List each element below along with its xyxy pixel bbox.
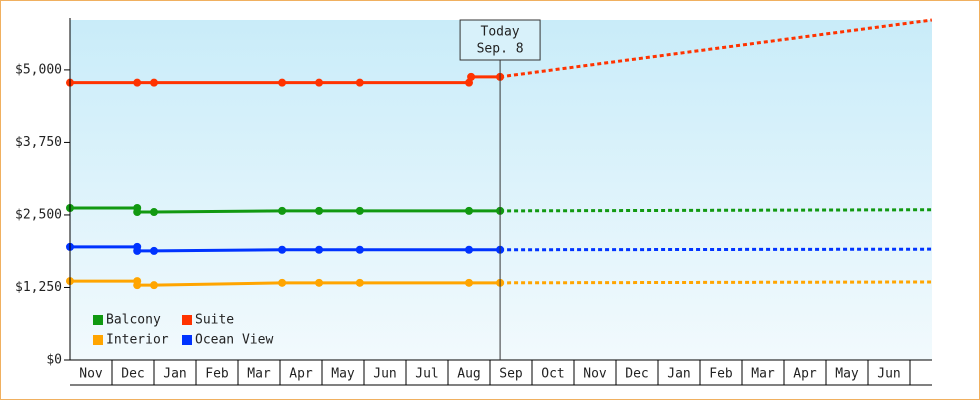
- x-tick-label: Mar: [751, 367, 775, 382]
- point: [133, 281, 142, 290]
- y-tick-label: $1,250: [15, 280, 62, 295]
- point: [465, 245, 473, 254]
- x-tick-label: Jan: [667, 367, 690, 382]
- point: [150, 281, 158, 290]
- point: [355, 206, 364, 215]
- point: [278, 278, 287, 287]
- legend-label: Balcony: [106, 313, 161, 328]
- point: [315, 206, 324, 215]
- point: [465, 278, 473, 287]
- point: [355, 78, 364, 87]
- today-box: [459, 19, 541, 61]
- legend-label: Interior: [106, 333, 169, 348]
- today-label: Today: [481, 25, 520, 40]
- x-tick-label: Jan: [163, 367, 186, 382]
- point: [150, 78, 158, 87]
- x-tick-label: Dec: [121, 367, 144, 382]
- forecast-line: [500, 280, 932, 285]
- y-tick-label: $2,500: [15, 207, 62, 222]
- point: [150, 246, 158, 255]
- point: [133, 78, 142, 87]
- x-tick-label: Mar: [247, 367, 271, 382]
- plot-area: [70, 20, 932, 360]
- point: [150, 208, 158, 217]
- point: [315, 278, 324, 287]
- x-tick-label: Feb: [709, 367, 733, 382]
- x-tick-label: Sep: [499, 367, 523, 382]
- x-tick-label: Oct: [541, 367, 564, 382]
- x-tick-label: May: [331, 367, 355, 382]
- forecast-line: [500, 208, 932, 213]
- x-tick-label: Apr: [793, 367, 817, 382]
- forecast-line: [499, 18, 933, 79]
- point: [355, 245, 364, 254]
- x-tick-label: Jun: [877, 367, 900, 382]
- x-tick-label: Jul: [415, 367, 438, 382]
- x-tick-label: Feb: [205, 367, 229, 382]
- x-tick-label: Apr: [289, 367, 313, 382]
- point: [465, 206, 473, 215]
- x-tick-label: Nov: [79, 367, 103, 382]
- point: [278, 78, 287, 87]
- forecast-line: [500, 247, 932, 252]
- today-date: Sep. 8: [477, 42, 524, 57]
- y-tick-label: $0: [46, 353, 62, 368]
- legend-swatch: [182, 315, 192, 325]
- point: [315, 245, 324, 254]
- point: [355, 278, 364, 287]
- point: [133, 208, 142, 217]
- point: [278, 245, 287, 254]
- point: [467, 72, 476, 81]
- point: [133, 246, 142, 255]
- y-tick-label: $3,750: [15, 135, 62, 150]
- x-tick-label: May: [835, 367, 859, 382]
- x-tick-label: Nov: [583, 367, 607, 382]
- x-tick-label: Jun: [373, 367, 396, 382]
- legend-swatch: [93, 315, 103, 325]
- point: [278, 206, 287, 215]
- x-tick-label: Aug: [457, 367, 480, 382]
- legend-swatch: [182, 335, 192, 345]
- legend-label: Ocean View: [195, 333, 273, 348]
- x-tick-label: Dec: [625, 367, 648, 382]
- legend-label: Suite: [195, 313, 234, 328]
- point: [315, 78, 324, 87]
- legend-swatch: [93, 335, 103, 345]
- y-tick-label: $5,000: [15, 62, 62, 77]
